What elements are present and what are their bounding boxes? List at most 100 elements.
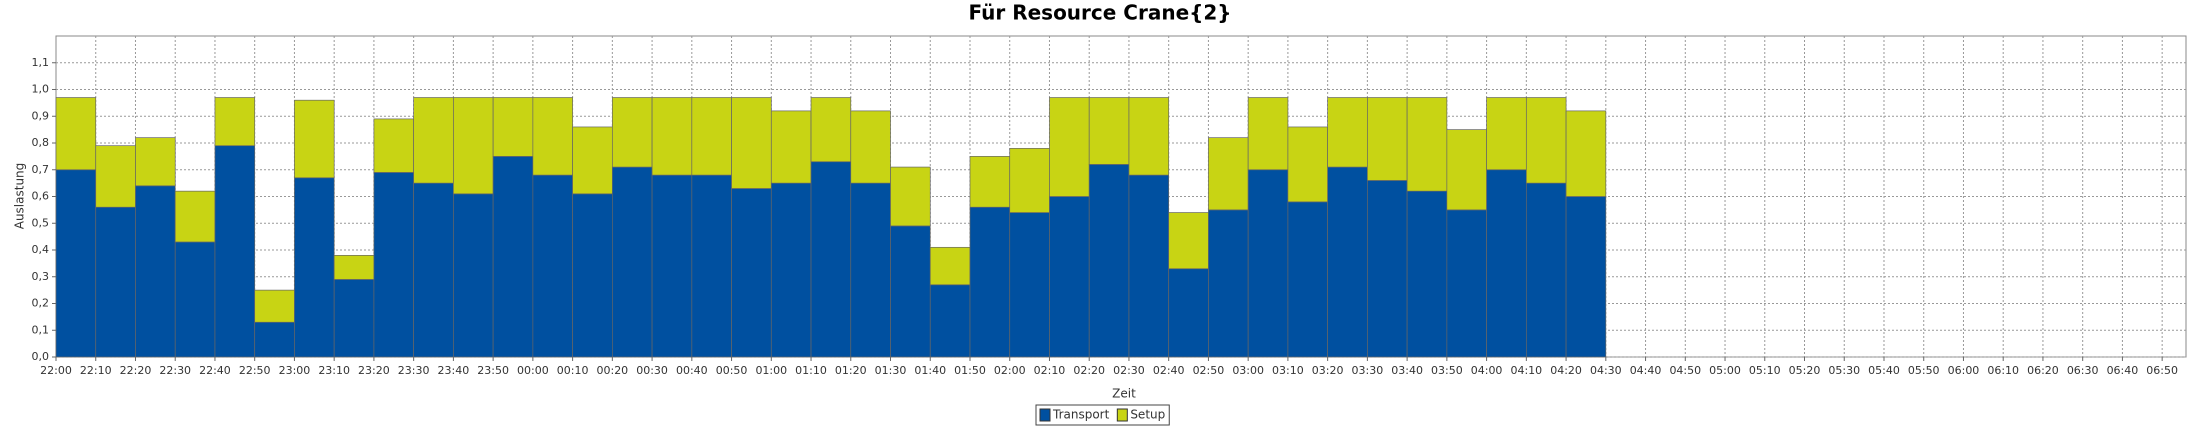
- bar-segment: [55, 97, 97, 171]
- x-tick-label: 23:10: [318, 364, 350, 377]
- x-tick-label: 06:10: [1987, 364, 2019, 377]
- x-tick-label: 01:20: [835, 364, 867, 377]
- bar-segment: [1247, 169, 1289, 358]
- x-tick-label: 04:10: [1510, 364, 1542, 377]
- x-tick-label: 00:40: [676, 364, 708, 377]
- chart-title: Für Resource Crane{2}: [968, 1, 1231, 25]
- bar-segment: [135, 185, 176, 358]
- bar-segment: [174, 241, 216, 358]
- bar-segment: [1565, 110, 1607, 197]
- legend-box: [1035, 404, 1170, 426]
- x-tick-label: 06:00: [1948, 364, 1980, 377]
- bar-segment: [969, 206, 1011, 358]
- x-tick-label: 02:30: [1113, 364, 1145, 377]
- x-tick-label: 01:30: [875, 364, 907, 377]
- bar-segment: [1009, 148, 1050, 213]
- x-tick-label: 05:10: [1749, 364, 1781, 377]
- bar-segment: [1088, 97, 1130, 165]
- y-tick-label: 0,9: [32, 109, 50, 122]
- bar-segment: [1525, 97, 1567, 184]
- x-tick-label: 02:00: [994, 364, 1026, 377]
- bar-segment: [572, 126, 613, 195]
- x-tick-label: 23:40: [438, 364, 470, 377]
- x-tick-label: 02:10: [1034, 364, 1066, 377]
- x-tick-label: 03:10: [1272, 364, 1304, 377]
- y-tick-label: 0,7: [32, 163, 50, 176]
- legend-label: Transport: [1052, 408, 1110, 422]
- bar-segment: [55, 169, 97, 358]
- x-tick-label: 03:40: [1391, 364, 1423, 377]
- bar-segment: [413, 182, 454, 358]
- bar-segment: [1049, 97, 1090, 197]
- x-tick-label: 02:50: [1193, 364, 1225, 377]
- x-tick-label: 05:00: [1709, 364, 1741, 377]
- x-tick-label: 05:30: [1828, 364, 1860, 377]
- bar-segment: [651, 174, 693, 358]
- x-tick-label: 03:00: [1232, 364, 1264, 377]
- legend-swatch: [1116, 408, 1128, 422]
- y-tick-label: 0,8: [32, 136, 50, 149]
- x-tick-label: 04:40: [1630, 364, 1662, 377]
- x-tick-label: 00:20: [596, 364, 628, 377]
- bar-segment: [214, 145, 256, 358]
- x-tick-label: 23:20: [358, 364, 390, 377]
- bar-segment: [373, 118, 414, 173]
- bar-segment: [1406, 190, 1448, 358]
- x-tick-label: 02:40: [1153, 364, 1185, 377]
- bar-segment: [1406, 97, 1448, 192]
- bar-segment: [731, 188, 772, 358]
- bar-segment: [333, 279, 375, 358]
- bar-segment: [1287, 126, 1328, 203]
- x-tick-label: 23:50: [477, 364, 509, 377]
- x-tick-label: 06:50: [2146, 364, 2178, 377]
- bar-segment: [1088, 164, 1130, 358]
- bar-segment: [1168, 212, 1209, 270]
- bar-segment: [254, 289, 295, 323]
- x-tick-label: 03:30: [1352, 364, 1384, 377]
- x-tick-label: 03:20: [1312, 364, 1344, 377]
- bar-segment: [95, 206, 136, 358]
- x-tick-label: 00:50: [716, 364, 748, 377]
- bar-segment: [453, 193, 494, 358]
- x-tick-label: 22:00: [40, 364, 72, 377]
- y-tick-label: 0,4: [32, 243, 50, 256]
- bar-segment: [890, 166, 931, 227]
- y-tick-label: 1,0: [32, 83, 50, 96]
- bar-segment: [214, 97, 256, 147]
- y-tick-label: 1,1: [32, 56, 50, 69]
- bar-segment: [532, 97, 573, 176]
- bar-segment: [1486, 169, 1527, 358]
- x-tick-label: 06:40: [2107, 364, 2139, 377]
- x-tick-label: 01:10: [795, 364, 827, 377]
- bar-segment: [294, 177, 335, 358]
- bar-segment: [691, 97, 732, 176]
- x-tick-label: 22:10: [80, 364, 112, 377]
- bar-segment: [969, 156, 1011, 208]
- x-tick-label: 02:20: [1073, 364, 1105, 377]
- bar-segment: [95, 145, 136, 208]
- x-tick-label: 00:10: [557, 364, 589, 377]
- x-tick-label: 01:00: [755, 364, 787, 377]
- bar-segment: [1327, 97, 1368, 168]
- bar-segment: [651, 97, 693, 176]
- bar-segment: [731, 97, 772, 189]
- bar-segment: [1168, 268, 1209, 358]
- x-tick-label: 04:00: [1471, 364, 1503, 377]
- legend-swatch: [1039, 408, 1051, 422]
- y-axis-label: Auslastung: [13, 163, 27, 230]
- bar-segment: [1367, 180, 1408, 358]
- bar-segment: [810, 97, 852, 163]
- x-tick-label: 04:50: [1669, 364, 1701, 377]
- bar-segment: [135, 137, 176, 187]
- bar-segment: [1367, 97, 1408, 181]
- x-tick-label: 22:20: [120, 364, 152, 377]
- bar-segment: [929, 246, 971, 286]
- x-tick-label: 03:50: [1431, 364, 1463, 377]
- bar-segment: [373, 172, 414, 358]
- bar-segment: [1208, 209, 1249, 358]
- bar-segment: [1446, 209, 1487, 358]
- bar-segment: [572, 193, 613, 358]
- bar-segment: [929, 284, 971, 358]
- x-tick-label: 06:20: [2027, 364, 2059, 377]
